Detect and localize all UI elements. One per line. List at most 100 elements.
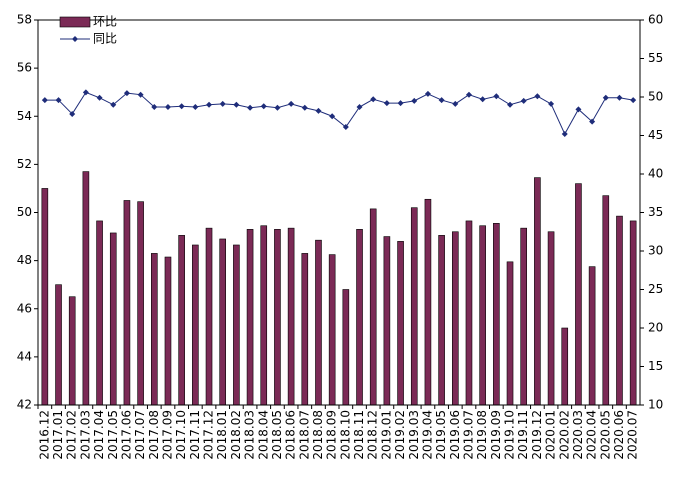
x-tick-label: 2017.04 bbox=[92, 410, 106, 460]
line-marker bbox=[561, 130, 568, 137]
bar bbox=[219, 238, 227, 406]
bar bbox=[150, 253, 158, 406]
x-tick-label: 2020.05 bbox=[598, 410, 612, 460]
bar bbox=[342, 289, 350, 406]
x-tick-label: 2018.08 bbox=[311, 410, 325, 460]
line-marker bbox=[96, 94, 103, 101]
bar bbox=[547, 231, 555, 406]
line-marker bbox=[479, 96, 486, 103]
x-tick-label: 2017.06 bbox=[119, 410, 133, 460]
x-tick-label: 2019.11 bbox=[516, 410, 530, 460]
line-marker bbox=[41, 97, 48, 104]
x-tick-label: 2018.04 bbox=[256, 410, 270, 460]
line-marker bbox=[602, 94, 609, 101]
x-tick-label: 2017.09 bbox=[160, 410, 174, 460]
x-tick-label: 2019.02 bbox=[393, 410, 407, 460]
y2-tick-label: 25 bbox=[648, 282, 663, 296]
line-marker bbox=[55, 97, 62, 104]
bar bbox=[493, 223, 500, 406]
y2-tick-label: 50 bbox=[648, 90, 663, 104]
bar bbox=[506, 261, 514, 406]
legend-marker bbox=[72, 36, 78, 42]
bar bbox=[260, 225, 268, 406]
x-tick-label: 2018.09 bbox=[325, 410, 339, 460]
line-marker bbox=[151, 104, 158, 111]
x-tick-label: 2019.07 bbox=[461, 410, 475, 460]
line-marker bbox=[589, 118, 596, 125]
y-tick-label: 50 bbox=[17, 205, 32, 219]
line-marker bbox=[69, 110, 76, 117]
line-marker bbox=[356, 104, 363, 111]
line-marker bbox=[123, 90, 130, 97]
y-tick-label: 48 bbox=[17, 253, 32, 267]
bar bbox=[82, 171, 90, 406]
line-marker bbox=[342, 124, 349, 131]
x-tick-label: 2017.10 bbox=[174, 410, 188, 460]
legend-label: 同比 bbox=[93, 32, 117, 46]
bar bbox=[274, 229, 281, 406]
x-tick-label: 2020.03 bbox=[571, 410, 585, 460]
bar bbox=[109, 232, 117, 406]
x-tick-label: 2019.03 bbox=[407, 410, 421, 460]
bar bbox=[287, 227, 295, 406]
line-marker bbox=[493, 93, 500, 100]
y-tick-label: 52 bbox=[17, 157, 32, 171]
x-tick-label: 2019.09 bbox=[489, 410, 503, 460]
x-tick-label: 2019.01 bbox=[379, 410, 393, 460]
bar bbox=[356, 229, 363, 406]
bar bbox=[68, 296, 76, 406]
line-marker bbox=[411, 97, 418, 104]
legend-swatch bbox=[59, 16, 91, 28]
line-marker bbox=[438, 97, 445, 104]
bar bbox=[561, 327, 569, 406]
x-tick-label: 2017.12 bbox=[202, 410, 216, 460]
line-marker bbox=[288, 100, 295, 107]
line-marker bbox=[192, 104, 199, 111]
x-tick-label: 2017.07 bbox=[133, 410, 147, 460]
y2-tick-label: 35 bbox=[648, 205, 663, 219]
bar bbox=[465, 220, 473, 406]
bar bbox=[629, 220, 637, 406]
bar bbox=[534, 177, 541, 406]
x-tick-label: 2020.02 bbox=[557, 410, 571, 460]
line-marker bbox=[137, 91, 144, 98]
line-marker bbox=[164, 104, 171, 111]
bar bbox=[205, 227, 213, 406]
bar bbox=[96, 220, 103, 406]
x-tick-label: 2018.10 bbox=[338, 410, 352, 460]
x-tick-label: 2019.12 bbox=[530, 410, 544, 460]
line-marker bbox=[630, 97, 637, 104]
bar bbox=[123, 200, 131, 406]
x-tick-label: 2017.03 bbox=[78, 410, 92, 460]
y2-tick-label: 55 bbox=[648, 51, 663, 65]
bar bbox=[616, 215, 623, 406]
y2-tick-label: 45 bbox=[648, 128, 663, 142]
y-tick-label: 56 bbox=[17, 61, 32, 75]
line-marker bbox=[233, 101, 240, 108]
line-marker bbox=[383, 100, 390, 107]
bar bbox=[397, 241, 404, 406]
bar bbox=[178, 235, 185, 406]
bar bbox=[192, 244, 199, 406]
x-tick-label: 2020.06 bbox=[612, 410, 626, 460]
x-tick-label: 2017.02 bbox=[65, 410, 79, 460]
line-marker bbox=[206, 101, 213, 108]
line-marker bbox=[329, 113, 336, 120]
y2-tick-label: 15 bbox=[648, 359, 663, 373]
legend-label: 环比 bbox=[93, 15, 117, 29]
x-tick-label: 2018.02 bbox=[229, 410, 243, 460]
line-marker bbox=[616, 94, 623, 101]
x-tick-label: 2019.04 bbox=[420, 410, 434, 460]
line-marker bbox=[301, 104, 308, 111]
bar bbox=[246, 229, 254, 406]
x-tick-label: 2017.01 bbox=[51, 410, 65, 460]
bar bbox=[424, 198, 432, 406]
line-marker bbox=[452, 100, 459, 107]
line-marker bbox=[465, 91, 472, 98]
line-marker bbox=[82, 89, 89, 96]
y2-tick-label: 60 bbox=[648, 13, 663, 27]
y2-tick-label: 40 bbox=[648, 167, 663, 181]
line-marker bbox=[397, 100, 404, 107]
y-tick-label: 54 bbox=[17, 109, 32, 123]
